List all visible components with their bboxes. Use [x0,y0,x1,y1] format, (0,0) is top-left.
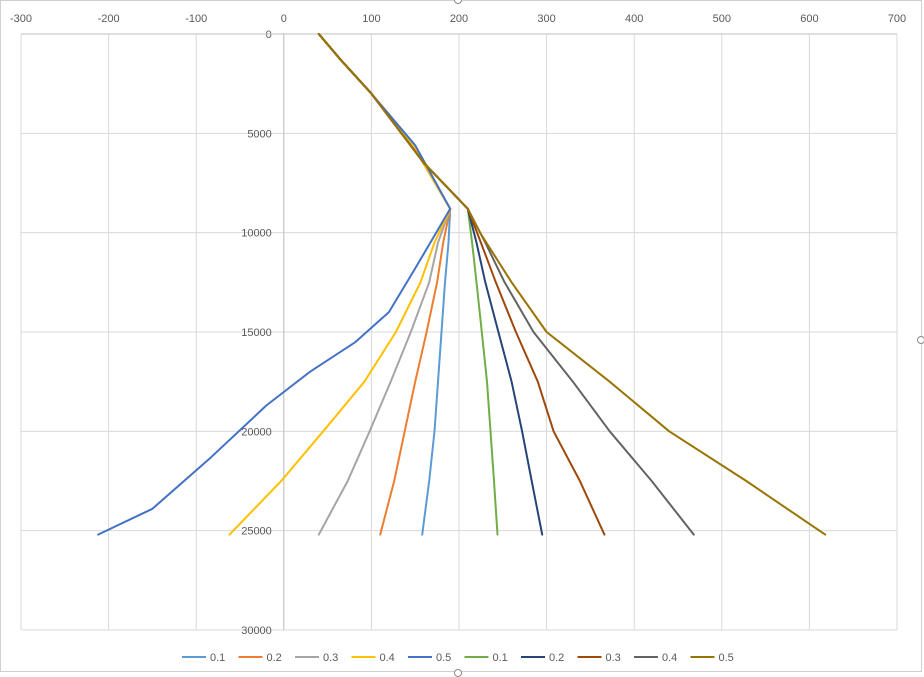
series-lines [97,33,827,536]
series-line-10 [317,33,827,536]
x-tick-label: 200 [450,13,468,25]
y-tick-label: 20000 [241,426,272,438]
x-tick-label: -200 [98,13,120,25]
x-tick-label: 700 [888,13,906,25]
resize-handle-bottom[interactable] [454,669,462,677]
series-line-5 [97,33,452,536]
axes: -300 -200 -100 0 100 200 300 400 500 600 700 0 5000 1… [10,13,906,637]
y-tick-label: 0 [266,29,272,41]
legend-label: 0.1 [210,652,225,664]
series-line-4 [228,33,452,536]
x-tick-label: -300 [10,13,32,25]
legend-label: 0.2 [549,652,564,664]
legend-label: 0.5 [719,652,734,664]
legend-label: 0.3 [606,652,621,664]
x-tick-label: 600 [800,13,818,25]
series-line-6 [317,33,499,536]
x-tick-label: 400 [625,13,643,25]
legend-label: 0.5 [436,652,451,664]
legend-label: 0.3 [323,652,338,664]
series-line-8 [317,33,606,536]
y-tick-label: 15000 [241,327,272,339]
legend-label: 0.4 [380,652,395,664]
x-tick-label: 100 [362,13,380,25]
x-tick-label: 0 [281,13,287,25]
y-tick-label: 5000 [247,128,271,140]
resize-handle-right[interactable] [917,336,924,344]
y-tick-label: 30000 [241,625,272,637]
legend: 0.1 0.2 0.3 0.4 0.5 0.1 0.2 0.3 0.4 0.5 [182,652,734,664]
x-tick-label: 500 [713,13,731,25]
y-tick-label: 10000 [241,228,272,240]
legend-label: 0.2 [267,652,282,664]
legend-label: 0.1 [493,652,508,664]
x-tick-label: -100 [185,13,207,25]
y-tick-label: 25000 [241,526,272,538]
series-line-9 [317,33,695,536]
gridlines [20,33,898,631]
x-tick-label: 300 [537,13,555,25]
legend-label: 0.4 [662,652,677,664]
